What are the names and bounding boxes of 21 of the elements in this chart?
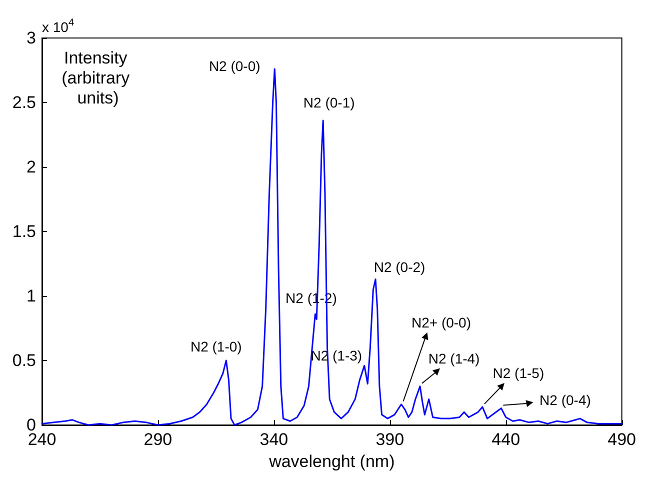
y-tick-label: 1.5 — [12, 222, 36, 241]
annotation: N2 (0-0) — [208, 58, 260, 74]
x-tick-label: 340 — [260, 430, 288, 449]
y-tick-label: 2.5 — [12, 93, 36, 112]
annotation: N2 (1-4) — [428, 350, 480, 366]
annotation: N2 (0-4) — [540, 392, 591, 408]
x-axis-title: wavelenght (nm) — [268, 452, 395, 471]
annotation: N2 (1-5) — [492, 364, 544, 381]
x-tick-label: 290 — [144, 430, 172, 449]
x-tick-label: 390 — [376, 430, 404, 449]
y-tick-label: 2 — [26, 158, 36, 176]
y-tick-label: 1 — [26, 286, 36, 306]
annotation: N2+ (0-0) — [411, 314, 472, 330]
annotation: N2 (0-1) — [303, 94, 355, 111]
y-tick-label: 0.5 — [12, 351, 36, 370]
y-tick-label: 3 — [26, 28, 36, 48]
x-tick-label: 490 — [608, 430, 636, 449]
annotation: N2 (1-0) — [190, 338, 242, 354]
x-tick-label: 440 — [492, 430, 520, 449]
y-axis-title: Intensity (arbitrary units) — [62, 48, 134, 108]
annotation: N2 (0-2) — [374, 259, 426, 276]
